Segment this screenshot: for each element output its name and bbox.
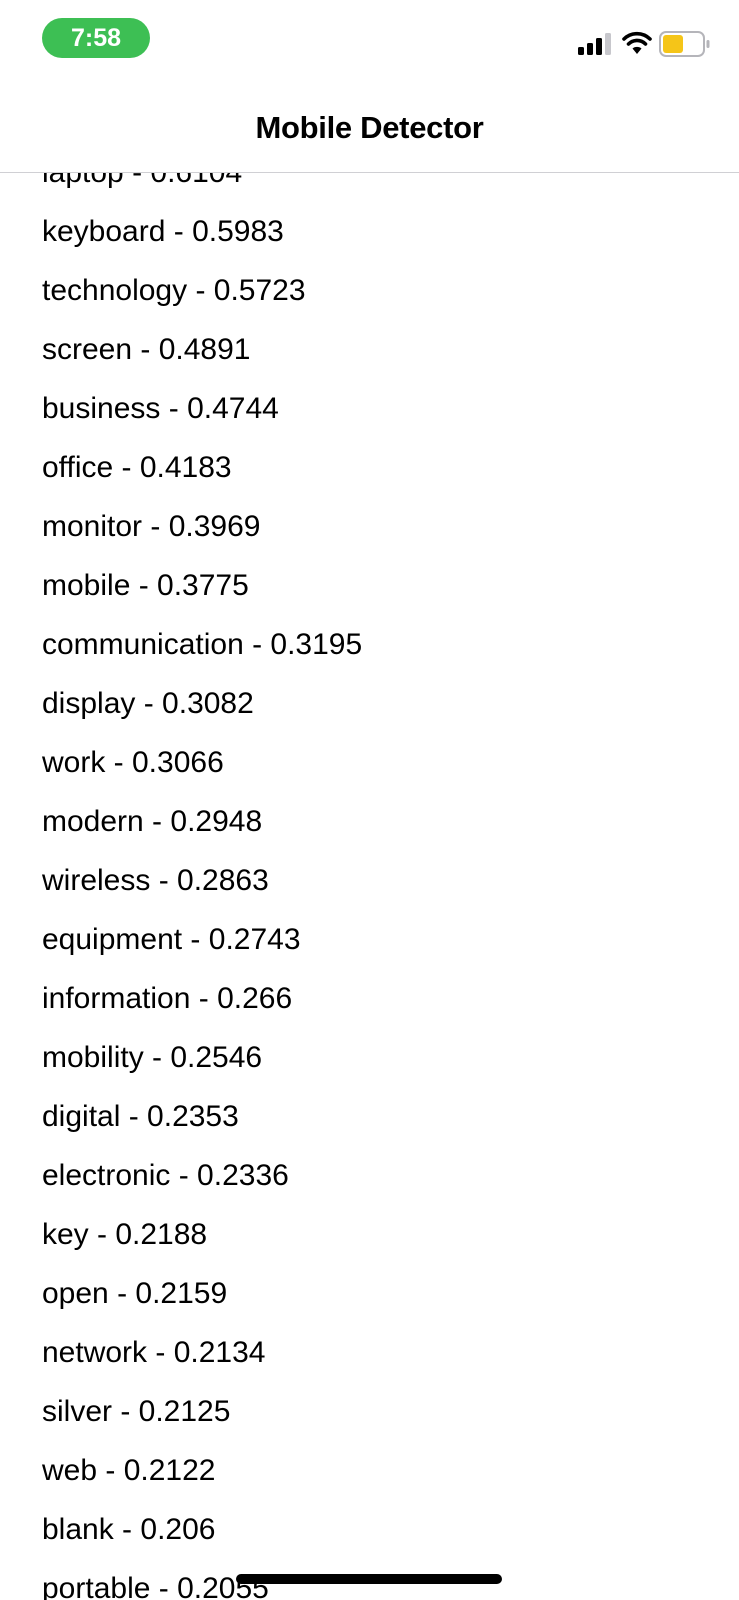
list-item[interactable]: screen - 0.4891 [42,333,251,366]
list-item[interactable]: wireless - 0.2863 [42,864,269,897]
battery-low-icon [659,31,710,57]
list-item[interactable]: business - 0.4744 [42,392,279,425]
results-list[interactable]: laptop - 0.6104 keyboard - 0.5983 techno… [0,173,739,1600]
list-item[interactable]: mobility - 0.2546 [42,1041,263,1074]
list-item[interactable]: laptop - 0.6104 [0,173,739,202]
status-bar: 7:58 [0,0,739,80]
list-item[interactable]: office - 0.4183 [42,451,232,484]
list-item[interactable]: key - 0.2188 [42,1218,208,1251]
list-item[interactable]: digital - 0.2353 [42,1100,239,1133]
list-item[interactable]: electronic - 0.2336 [42,1159,289,1192]
results-list-content: laptop - 0.6104 keyboard - 0.5983 techno… [0,173,739,1600]
list-item[interactable]: work - 0.3066 [42,746,224,779]
list-item[interactable]: open - 0.2159 [42,1277,228,1310]
list-item[interactable]: keyboard - 0.5983 [42,215,284,248]
list-item[interactable]: network - 0.2134 [42,1336,266,1369]
list-item[interactable]: monitor - 0.3969 [42,510,261,543]
list-item[interactable]: web - 0.2122 [42,1454,216,1487]
cellular-signal-icon [578,33,611,55]
list-item[interactable]: display - 0.3082 [42,687,254,720]
navigation-bar: Mobile Detector [0,80,739,173]
list-item[interactable]: communication - 0.3195 [42,628,363,661]
wifi-icon [622,31,652,54]
list-item[interactable]: information - 0.266 [42,982,293,1015]
list-item[interactable]: blank - 0.206 [42,1513,216,1546]
status-time: 7:58 [42,18,150,58]
home-indicator[interactable] [236,1574,502,1584]
list-item[interactable]: portable - 0.2055 [42,1572,269,1600]
list-item[interactable]: equipment - 0.2743 [42,923,301,956]
page-title: Mobile Detector [255,110,484,145]
list-item[interactable]: technology - 0.5723 [42,274,306,307]
list-item[interactable]: mobile - 0.3775 [42,569,249,602]
list-item[interactable]: silver - 0.2125 [42,1395,231,1428]
list-item[interactable]: modern - 0.2948 [42,805,263,838]
